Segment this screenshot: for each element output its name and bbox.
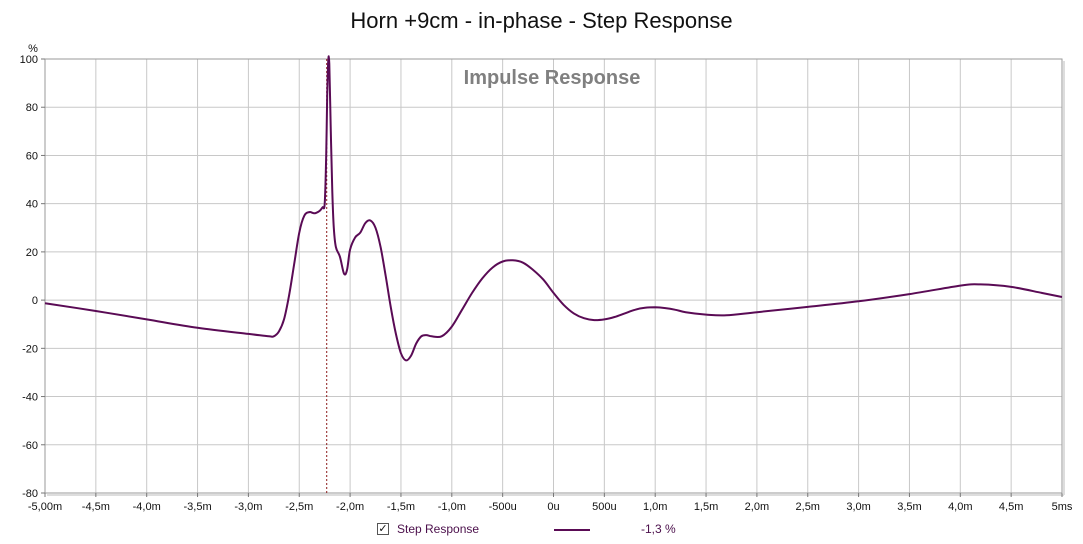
grid	[44, 58, 1063, 494]
x-tick-label: 4,5m	[999, 501, 1023, 513]
x-tick-label: -3,5m	[183, 501, 211, 513]
y-tick-label: 80	[26, 102, 38, 114]
legend-label: Step Response	[397, 522, 480, 536]
x-tick-label: -3,0m	[234, 501, 262, 513]
x-tick-label: 0u	[547, 501, 559, 513]
y-tick-label: 20	[26, 247, 38, 259]
y-tick-label: -60	[22, 440, 38, 452]
x-tick-label: 1,5m	[694, 501, 718, 513]
y-axis-ticks: 100 80 60 40 20 0 -20 -40 -60 -80	[20, 54, 45, 500]
x-tick-label: 5ms	[1052, 501, 1073, 513]
y-tick-label: 0	[32, 295, 38, 307]
legend-checkbox[interactable]: ✓	[377, 523, 389, 535]
y-tick-label: 100	[20, 54, 38, 66]
x-tick-label: -4,5m	[82, 501, 110, 513]
x-tick-label: 4,0m	[948, 501, 972, 513]
x-tick-label: 2,0m	[745, 501, 769, 513]
series-line-step-response	[44, 55, 1063, 362]
y-tick-label: -20	[22, 343, 38, 355]
watermark-label: Impulse Response	[464, 67, 641, 89]
x-tick-label: 3,5m	[897, 501, 921, 513]
x-tick-label: 2,5m	[796, 501, 820, 513]
y-tick-label: -40	[22, 392, 38, 404]
x-tick-label: -1,0m	[438, 501, 466, 513]
x-tick-label: 3,0m	[846, 501, 870, 513]
x-tick-label: -2,5m	[285, 501, 313, 513]
x-tick-label: -5,00m	[28, 501, 62, 513]
x-tick-label: -2,0m	[336, 501, 364, 513]
x-tick-label: -4,0m	[133, 501, 161, 513]
chart-title: Horn +9cm - in-phase - Step Response	[350, 8, 733, 33]
y-tick-label: 60	[26, 150, 38, 162]
x-axis-ticks: -5,00m -4,5m -4,0m -3,5m -3,0m -2,5m -2,0m -1,5…	[28, 493, 1073, 513]
y-unit-label: %	[28, 43, 38, 55]
legend: ✓ Step Response -1,3 %	[377, 521, 717, 539]
legend-swatch	[554, 529, 590, 531]
y-tick-label: -80	[22, 488, 38, 500]
x-tick-label: -1,5m	[387, 501, 415, 513]
legend-value: -1,3 %	[641, 522, 676, 536]
y-tick-label: 40	[26, 199, 38, 211]
x-tick-label: 1,0m	[643, 501, 667, 513]
x-tick-label: -500u	[489, 501, 517, 513]
x-tick-label: 500u	[592, 501, 616, 513]
